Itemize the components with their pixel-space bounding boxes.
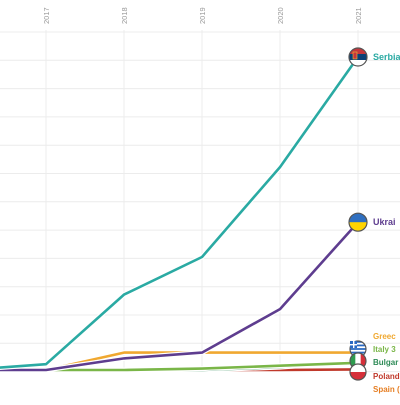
series-label-ukraine: Ukrai — [373, 217, 396, 227]
series-label-italy: Italy 3 — [373, 345, 396, 354]
series-label-serbia: Serbia — [373, 52, 400, 62]
poland-flag-icon — [350, 364, 366, 381]
series-line-halo — [0, 222, 358, 370]
serbia-flag-icon — [349, 48, 367, 67]
x-tick-label: 2019 — [198, 7, 207, 24]
series-label-spain: Spain ( — [373, 385, 400, 394]
x-axis-ticks: 2017 2018 2019 2020 2021 — [42, 7, 363, 24]
x-tick-label: 2020 — [276, 7, 285, 24]
series-label-bulgaria: Bulgar — [373, 358, 398, 367]
series-line-halo — [0, 57, 358, 370]
series-label-greece: Greec — [373, 332, 396, 341]
x-tick-label: 2021 — [354, 7, 363, 24]
series-line-serbia[interactable] — [0, 57, 358, 370]
series-lines — [0, 57, 358, 370]
series-label-poland: Poland — [373, 372, 400, 381]
series-labels: Serbia Ukrai Greec Italy 3 Bulgar Poland Spain… — [373, 52, 400, 394]
x-tick-label: 2017 — [42, 7, 51, 24]
x-tick-label: 2018 — [120, 7, 129, 24]
series-line-ukraine[interactable] — [0, 222, 358, 370]
ukraine-flag-icon — [349, 213, 367, 232]
